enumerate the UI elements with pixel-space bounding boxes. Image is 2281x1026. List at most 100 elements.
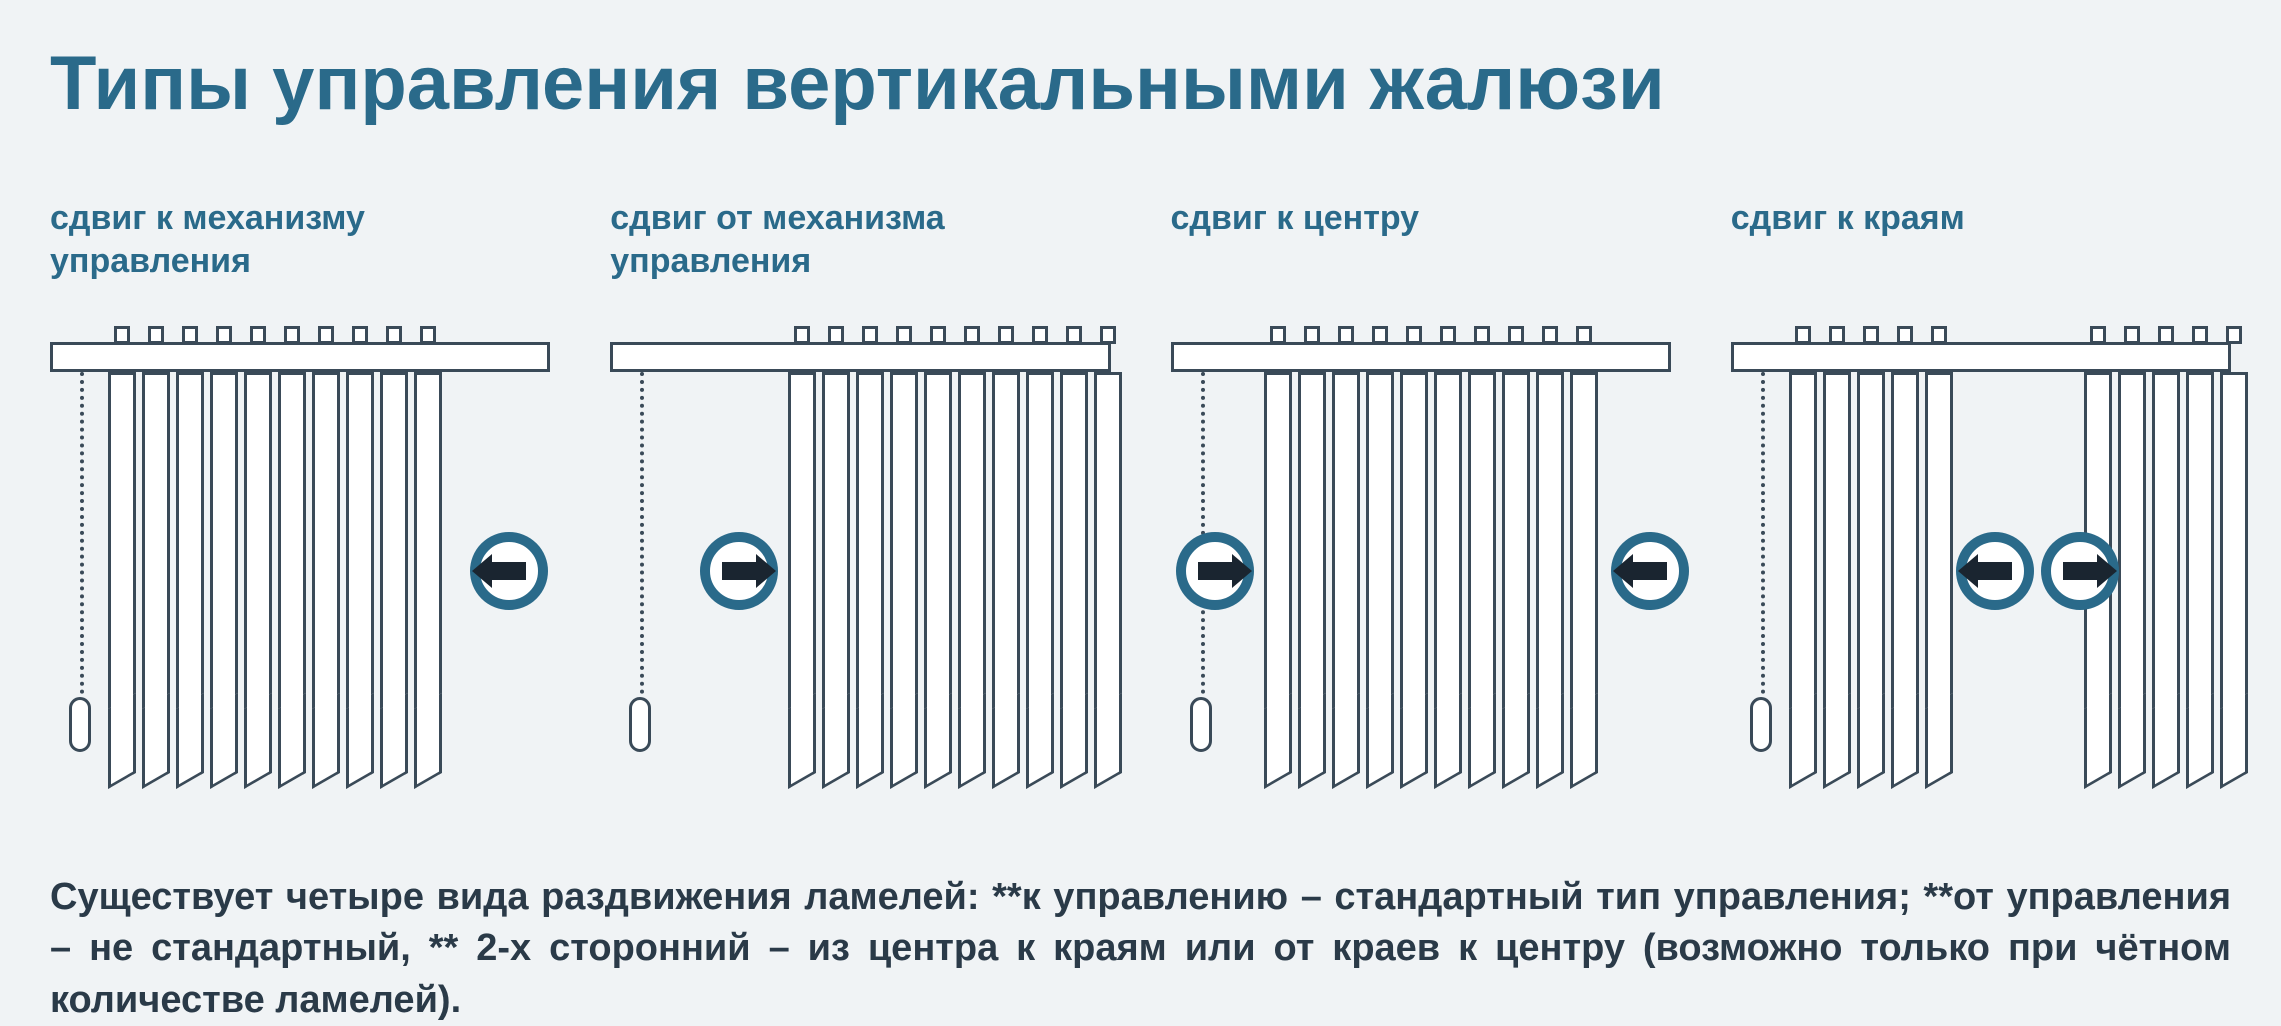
slat xyxy=(1499,326,1533,772)
slat-tail xyxy=(890,693,918,789)
panel-label: сдвиг к центру xyxy=(1171,197,1671,287)
slat-clip xyxy=(1508,326,1524,344)
slat xyxy=(1888,326,1922,772)
slat-clip xyxy=(2124,326,2140,344)
slat-tail xyxy=(1789,693,1817,789)
panel-label: сдвиг к механизму управления xyxy=(50,197,550,287)
slat xyxy=(1567,326,1601,772)
slat xyxy=(275,326,309,772)
diagram-panel: сдвиг к центру xyxy=(1171,197,1671,802)
slat-clip xyxy=(1372,326,1388,344)
blind-diagram xyxy=(610,302,1110,802)
slat-strip xyxy=(142,372,170,712)
arrow-right-icon xyxy=(2041,532,2119,610)
slat-clip xyxy=(2090,326,2106,344)
slat-strip xyxy=(2220,372,2248,712)
slat xyxy=(1295,326,1329,772)
slat-clip xyxy=(216,326,232,344)
slat-tail xyxy=(1400,693,1428,789)
slat-tail xyxy=(142,693,170,789)
slat-tail xyxy=(924,693,952,789)
slat-clip xyxy=(2158,326,2174,344)
slat-clip xyxy=(1066,326,1082,344)
slat-tail xyxy=(1468,693,1496,789)
slat-clip xyxy=(1863,326,1879,344)
blind-diagram xyxy=(50,302,550,802)
slat-clip xyxy=(148,326,164,344)
slat-clip xyxy=(2192,326,2208,344)
slat xyxy=(1820,326,1854,772)
slat-clip xyxy=(2226,326,2242,344)
slat-strip xyxy=(414,372,442,712)
slat-strip xyxy=(2186,372,2214,712)
slat-tail xyxy=(1891,693,1919,789)
slat-tail xyxy=(2220,693,2248,789)
slat-clip xyxy=(930,326,946,344)
slat-tail xyxy=(856,693,884,789)
slat-strip xyxy=(1264,372,1292,712)
slat-clip xyxy=(896,326,912,344)
slat-clip xyxy=(1304,326,1320,344)
slat-clip xyxy=(1542,326,1558,344)
slat-clip xyxy=(1338,326,1354,344)
slat xyxy=(1533,326,1567,772)
slat-strip xyxy=(108,372,136,712)
footer-note: Существует четыре вида раздвижения ламел… xyxy=(50,872,2231,1026)
slat-strip xyxy=(380,372,408,712)
slat-tail xyxy=(1434,693,1462,789)
arrow-shape xyxy=(492,562,526,580)
slat xyxy=(343,326,377,772)
diagram-panel: сдвиг к механизму управления xyxy=(50,197,550,802)
arrow-left-icon xyxy=(1956,532,2034,610)
slat xyxy=(1431,326,1465,772)
slat-strip xyxy=(822,372,850,712)
slat-group xyxy=(785,326,1125,772)
slat-tail xyxy=(2118,693,2146,789)
slat-strip xyxy=(1468,372,1496,712)
control-pull xyxy=(629,697,651,752)
slat-strip xyxy=(1823,372,1851,712)
slat-strip xyxy=(210,372,238,712)
slat xyxy=(139,326,173,772)
slat-tail xyxy=(1366,693,1394,789)
slat xyxy=(887,326,921,772)
arrow-left-icon xyxy=(470,532,548,610)
slat-tail xyxy=(1502,693,1530,789)
slat-strip xyxy=(924,372,952,712)
slat-tail xyxy=(414,693,442,789)
slat-strip xyxy=(1366,372,1394,712)
panel-label: сдвиг к краям xyxy=(1731,197,2231,287)
slat-strip xyxy=(788,372,816,712)
slat-clip xyxy=(182,326,198,344)
slat xyxy=(955,326,989,772)
slat-clip xyxy=(318,326,334,344)
slat xyxy=(2149,326,2183,772)
arrow-shape xyxy=(1633,562,1667,580)
slat-tail xyxy=(1060,693,1088,789)
slat-tail xyxy=(346,693,374,789)
slat-clip xyxy=(998,326,1014,344)
blind-diagram xyxy=(1171,302,1671,802)
slat-tail xyxy=(1026,693,1054,789)
slat-tail xyxy=(176,693,204,789)
diagram-row: сдвиг к механизму управлениясдвиг от мех… xyxy=(50,197,2231,802)
slat xyxy=(377,326,411,772)
slat-clip xyxy=(1406,326,1422,344)
arrow-right-icon xyxy=(1176,532,1254,610)
slat-clip xyxy=(1032,326,1048,344)
control-pull xyxy=(1190,697,1212,752)
slat-tail xyxy=(2186,693,2214,789)
slat-clip xyxy=(114,326,130,344)
slat-tail xyxy=(1536,693,1564,789)
slat-clip xyxy=(420,326,436,344)
slat-group xyxy=(1261,326,1601,772)
slat-strip xyxy=(278,372,306,712)
slat xyxy=(989,326,1023,772)
slat-tail xyxy=(788,693,816,789)
slat-strip xyxy=(992,372,1020,712)
slat-strip xyxy=(1332,372,1360,712)
slat xyxy=(1786,326,1820,772)
slat-tail xyxy=(1570,693,1598,789)
slat xyxy=(2217,326,2251,772)
slat-clip xyxy=(1795,326,1811,344)
